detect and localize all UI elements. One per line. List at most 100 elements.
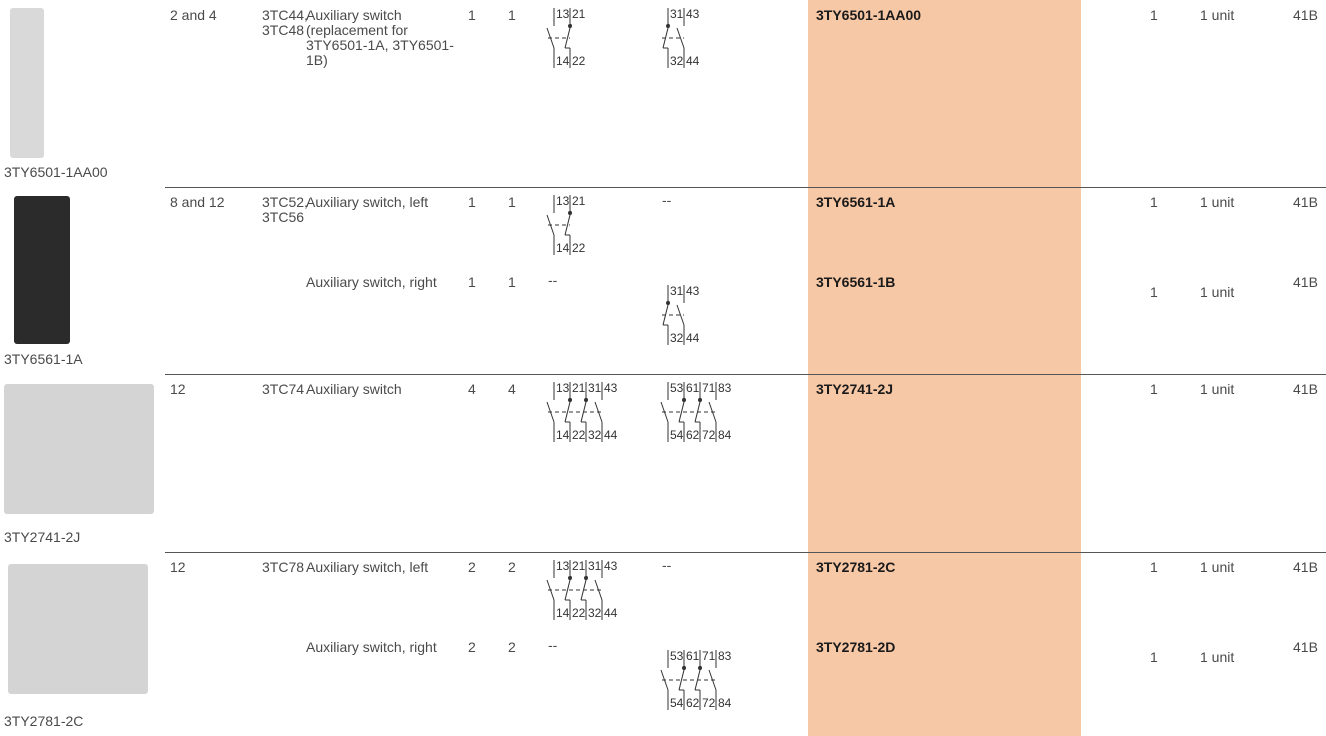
packing-unit: 1 [1150,381,1158,397]
terminal-label: 54 [670,428,684,442]
terminal-label: 61 [686,381,700,395]
packing-size: 1 unit [1200,7,1235,23]
no-count: 1 [468,274,476,290]
no-count: 4 [468,381,476,397]
price-group: 41B [1293,559,1318,575]
terminal-label: 14 [556,428,570,442]
packing-size: 1 unit [1200,381,1235,397]
packing-unit: 1 [1150,284,1158,300]
packing-size: 1 unit [1200,649,1235,665]
terminal-label: 71 [702,649,716,663]
terminal-label: 14 [556,54,570,68]
order-number: 3TY2781-2C [816,559,896,575]
terminal-label: 32 [670,54,684,68]
description: Auxiliary switch, right [306,639,437,655]
terminal-label: 21 [572,381,586,395]
sizes: 2 and 4 [170,7,217,23]
image-caption: 3TY2781-2C [4,713,84,729]
sizes: 8 and 12 [170,194,225,210]
nc-contact [564,397,572,423]
terminal-label: 44 [604,428,618,442]
diagram-empty: -- [548,272,558,288]
nc-count: 2 [508,559,516,575]
packing-size: 1 unit [1200,559,1235,575]
terminal-label: 61 [686,649,700,663]
contact-diagram: 13 14 21 22 31 32 43 44 [546,381,618,442]
packing-unit: 1 [1150,194,1158,210]
contactor-types: 3TC78 [262,559,305,575]
row-rule [165,374,1326,375]
order-number: 3TY2781-2D [816,639,896,655]
terminal-label: 13 [556,381,570,395]
price-group: 41B [1293,381,1318,397]
no-count: 1 [468,194,476,210]
terminal-label: 43 [686,7,700,21]
packing-size: 1 unit [1200,284,1235,300]
nc-contact [694,665,702,691]
description: Auxiliary switch (replacement for 3TY650… [306,7,454,68]
row-rule [165,187,1326,188]
nc-contact [678,397,686,423]
terminal-label: 22 [572,606,586,620]
terminal-label: 62 [686,428,700,442]
contact-diagram: 31 32 43 44 [662,7,700,68]
price-group: 41B [1293,194,1318,210]
order-number: 3TY6561-1A [816,194,896,210]
contactor-types: 3TC74 [262,381,305,397]
nc-contact [662,300,670,326]
terminal-label: 44 [686,54,700,68]
contact-diagram: 13 14 21 22 31 32 43 44 [546,559,618,620]
product-image [8,564,148,694]
terminal-label: 22 [572,54,586,68]
contact-diagram: 13 14 21 22 [546,194,586,255]
terminal-label: 43 [604,559,618,573]
terminal-label: 32 [588,606,602,620]
product-image [14,196,70,344]
terminal-label: 44 [604,606,618,620]
nc-contact [564,23,572,49]
terminal-label: 13 [556,194,570,208]
terminal-label: 31 [588,559,602,573]
sizes: 12 [170,559,186,575]
packing-unit: 1 [1150,7,1158,23]
terminal-label: 32 [588,428,602,442]
nc-contact [580,575,588,601]
terminal-label: 71 [702,381,716,395]
packing-size: 1 unit [1200,194,1235,210]
nc-contact [694,397,702,423]
order-number: 3TY6501-1AA00 [816,7,922,23]
terminal-label: 13 [556,7,570,21]
description: Auxiliary switch, left [306,194,429,210]
order-column-band [808,0,1081,736]
nc-count: 2 [508,639,516,655]
product-image [4,384,154,514]
no-contact [676,27,685,49]
terminal-label: 72 [702,696,716,710]
price-group: 41B [1293,7,1318,23]
diagram-empty: -- [662,192,672,208]
terminal-label: 21 [572,559,586,573]
terminal-label: 43 [604,381,618,395]
image-caption: 3TY2741-2J [4,529,81,545]
no-count: 2 [468,639,476,655]
terminal-label: 53 [670,381,684,395]
contact-diagram: 53 54 61 62 71 72 83 84 [660,649,732,710]
terminal-label: 44 [686,331,700,345]
description: Auxiliary switch, left [306,559,429,575]
terminal-label: 21 [572,194,586,208]
terminal-label: 53 [670,649,684,663]
terminal-label: 31 [670,284,684,298]
nc-contact [564,575,572,601]
no-count: 2 [468,559,476,575]
terminal-label: 84 [718,428,732,442]
terminal-label: 21 [572,7,586,21]
contact-diagram: 53 54 61 62 71 72 83 84 [660,381,732,442]
description: Auxiliary switch [306,381,402,397]
description: Auxiliary switch, right [306,274,437,290]
terminal-label: 84 [718,696,732,710]
order-number: 3TY2741-2J [816,381,894,397]
no-contact [676,304,685,326]
sizes: 12 [170,381,186,397]
nc-count: 1 [508,7,516,23]
